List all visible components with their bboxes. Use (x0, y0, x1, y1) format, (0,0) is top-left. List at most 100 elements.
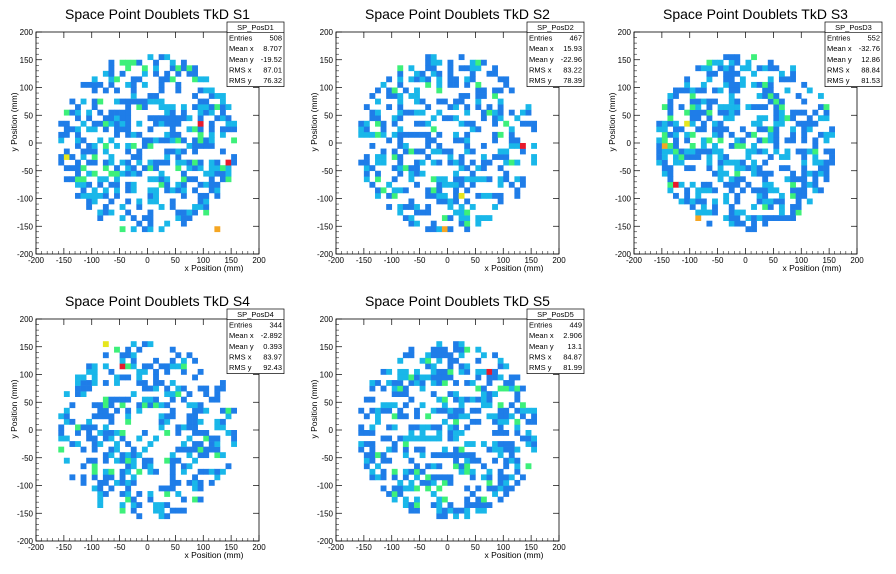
heatmap-cell (801, 148, 808, 155)
heatmap-cell (164, 54, 171, 61)
heatmap-cell (684, 154, 691, 160)
heatmap-cell (734, 198, 741, 205)
heatmap-cell (717, 170, 724, 177)
heatmap-cell (180, 181, 187, 188)
heatmap-cell (91, 126, 98, 133)
heatmap-cell (141, 341, 148, 348)
heatmap-cell (762, 81, 769, 88)
heatmap-cell (419, 209, 426, 216)
heatmap-cell (829, 148, 835, 155)
heatmap-cell (91, 446, 98, 453)
heatmap-cell (97, 192, 104, 199)
stats-label: Mean x (229, 44, 254, 53)
heatmap-cell (197, 126, 204, 133)
heatmap-cell (203, 446, 210, 453)
heatmap-cell (380, 407, 387, 414)
heatmap-cell (214, 446, 221, 453)
heatmap-cell (773, 137, 780, 144)
heatmap-cell (441, 446, 448, 453)
heatmap-cell (767, 98, 774, 105)
heatmap-cell (219, 418, 226, 425)
heatmap-cell (153, 159, 159, 166)
heatmap-cell (480, 391, 487, 397)
heatmap-cell (756, 187, 763, 194)
heatmap-cell (425, 435, 432, 442)
heatmap-cell (141, 65, 148, 72)
heatmap-cell (114, 115, 120, 122)
heatmap-cell (119, 474, 126, 481)
heatmap-cell (514, 418, 521, 425)
y-tick-label: 0 (329, 139, 334, 148)
heatmap-cell (175, 70, 182, 77)
heatmap-cell (706, 209, 713, 216)
y-tick-label: -150 (615, 222, 632, 231)
heatmap-cell (414, 474, 420, 481)
heatmap-cell (192, 479, 198, 486)
heatmap-cell (497, 385, 504, 392)
heatmap-cell (436, 474, 443, 481)
heatmap-cell (689, 154, 696, 160)
heatmap-cell (795, 148, 802, 155)
heatmap-cell (397, 65, 404, 72)
stats-label: Entries (229, 34, 253, 43)
heatmap-cell (723, 65, 730, 72)
heatmap-cell (91, 76, 98, 83)
heatmap-cell (102, 209, 109, 216)
heatmap-cell (661, 154, 668, 160)
heatmap-cell (391, 87, 398, 94)
heatmap-cell (363, 463, 370, 470)
heatmap-cell (458, 54, 465, 61)
heatmap-cell (80, 148, 87, 155)
heatmap-cell (225, 430, 232, 436)
heatmap-cell (503, 413, 510, 420)
heatmap-cell (778, 165, 785, 172)
heatmap-cell (508, 474, 515, 481)
plot-title: Space Point Doublets TkD S2 (365, 6, 550, 22)
heatmap-cell (180, 109, 187, 116)
heatmap-cell (790, 126, 796, 133)
heatmap-cell (514, 391, 521, 397)
heatmap-cell (425, 131, 432, 138)
heatmap-cell (673, 120, 679, 127)
heatmap-cell (130, 474, 137, 481)
heatmap-cell (180, 187, 187, 194)
x-tick-label: 0 (145, 256, 150, 265)
heatmap-cell (492, 485, 498, 492)
heatmap-cell (464, 165, 471, 172)
heatmap-cell (706, 137, 713, 144)
heatmap-cell (447, 413, 454, 420)
heatmap-cell (801, 170, 808, 177)
heatmap-cell (531, 159, 537, 166)
heatmap-cell (447, 391, 454, 397)
heatmap-cell (812, 154, 819, 160)
heatmap-cell (197, 192, 204, 199)
heatmap-cell (402, 446, 409, 453)
heatmap-cell (425, 154, 432, 160)
heatmap-cell (656, 148, 663, 155)
heatmap-cell (441, 215, 448, 221)
heatmap-cell (91, 170, 98, 177)
stats-label: RMS x (529, 65, 552, 74)
heatmap-cell (503, 159, 510, 166)
heatmap-cell (180, 463, 187, 470)
heatmap-cell (656, 137, 663, 144)
heatmap-cell (823, 137, 830, 144)
heatmap-cell (508, 126, 515, 133)
heatmap-cell (453, 209, 459, 216)
heatmap-cell (778, 109, 785, 116)
heatmap-cell (119, 126, 126, 133)
heatmap-cell (436, 70, 443, 77)
heatmap-cell (464, 485, 471, 492)
heatmap-cell (391, 385, 398, 392)
heatmap-cell (63, 457, 70, 464)
heatmap-cell (169, 204, 176, 210)
heatmap-cell (231, 407, 237, 414)
heatmap-cell (767, 87, 774, 94)
heatmap-cell (75, 391, 81, 397)
heatmap-cell (497, 430, 504, 436)
heatmap-cell (801, 126, 808, 133)
heatmap-cell (169, 187, 176, 194)
heatmap-cell (397, 104, 404, 110)
heatmap-cell (497, 407, 504, 414)
heatmap-cell (397, 204, 404, 210)
